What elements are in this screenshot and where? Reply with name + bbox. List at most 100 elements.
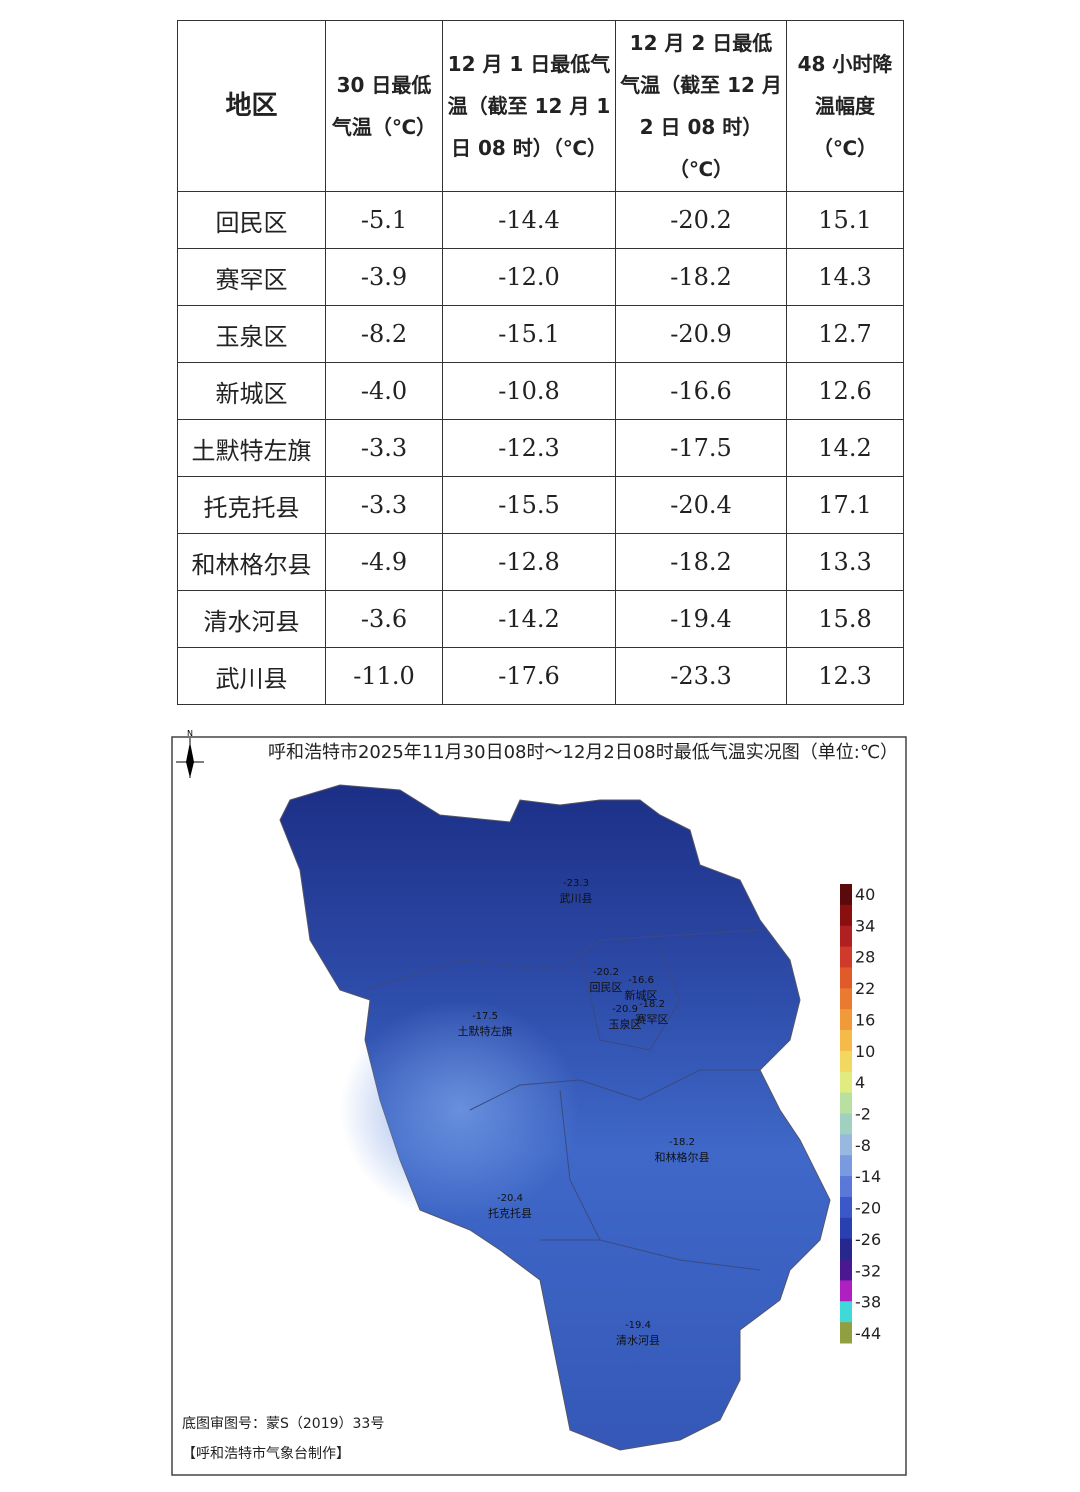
table-cell: 12.3 (786, 647, 904, 705)
table-cell: -12.0 (442, 248, 616, 306)
legend-swatch (840, 988, 852, 1010)
legend-label: 16 (855, 1010, 875, 1029)
table-cell: 和林格尔县 (177, 533, 326, 591)
place-name: 武川县 (560, 892, 593, 905)
place-value: -18.2 (639, 999, 665, 1010)
place-name: 清水河县 (616, 1334, 660, 1347)
legend-label: -38 (855, 1293, 881, 1312)
legend-swatch (840, 1196, 852, 1219)
place-name: 土默特左旗 (458, 1024, 513, 1038)
table-cell: 回民区 (177, 191, 326, 249)
place-name: 和林格尔县 (655, 1150, 710, 1164)
table-cell: 武川县 (177, 647, 326, 705)
header-cell: 48 小时降温幅度（℃） (786, 20, 904, 192)
table-cell: 玉泉区 (177, 305, 326, 363)
district-borders (364, 929, 761, 1271)
legend-label: 22 (855, 979, 875, 998)
header-cell: 12 月 1 日最低气温（截至 12 月 1 日 08 时）（℃） (442, 20, 616, 192)
header-row: 地区 30 日最低气温（℃） 12 月 1 日最低气温（截至 12 月 1 日 08… (177, 20, 904, 192)
north-arrow (176, 738, 204, 778)
temperature-table: 地区 30 日最低气温（℃） 12 月 1 日最低气温（截至 12 月 1 日 08… (177, 20, 904, 705)
legend-swatch (840, 1238, 852, 1261)
table-row: 和林格尔县 -4.9 -12.8 -18.2 13.3 (177, 533, 904, 591)
header-cell: 地区 (177, 20, 326, 192)
legend-label: 10 (855, 1042, 875, 1061)
table-cell: -4.0 (325, 362, 443, 420)
legend-swatch (840, 1301, 852, 1323)
shade (340, 1000, 580, 1220)
map-title: 呼和浩特市2025年11月30日08时～12月2日08时最低气温实况图（单位:℃… (268, 742, 898, 763)
legend-swatch (840, 1322, 852, 1344)
table-cell: 12.7 (786, 305, 904, 363)
table-cell: -16.6 (615, 362, 787, 420)
table-cell: -18.2 (615, 248, 787, 306)
table-cell: 托克托县 (177, 476, 326, 534)
table-cell: -11.0 (325, 647, 443, 705)
legend-label: 40 (855, 885, 875, 904)
table-cell: -19.4 (615, 590, 787, 648)
place-name: 玉泉区 (609, 1017, 642, 1031)
legend-label: -32 (855, 1261, 881, 1280)
table-cell: 新城区 (177, 362, 326, 420)
table-cell: 12.6 (786, 362, 904, 420)
table-cell: -15.1 (442, 305, 616, 363)
table-cell: -10.8 (442, 362, 616, 420)
legend-swatch (840, 1217, 852, 1240)
table-cell: -23.3 (615, 647, 787, 705)
table-cell: -20.4 (615, 476, 787, 534)
legend-swatch (840, 904, 852, 927)
legend-swatch (840, 946, 852, 968)
table-cell: -17.5 (615, 419, 787, 477)
table-cell: 土默特左旗 (177, 419, 326, 477)
table-row: 武川县 -11.0 -17.6 -23.3 12.3 (177, 647, 904, 705)
legend-swatch (840, 1092, 852, 1114)
legend-swatch (840, 1280, 852, 1302)
table-cell: -14.4 (442, 191, 616, 249)
header-cell: 12 月 2 日最低气温（截至 12 月 2 日 08 时）（℃） (615, 20, 787, 192)
legend-label: -44 (855, 1324, 881, 1343)
legend-label: -8 (855, 1136, 871, 1155)
table-cell: -17.6 (442, 647, 616, 705)
table-row: 清水河县 -3.6 -14.2 -19.4 15.8 (177, 590, 904, 648)
place-value: -23.3 (563, 878, 589, 889)
place-name: 赛罕区 (636, 1012, 669, 1026)
table-cell: 15.1 (786, 191, 904, 249)
legend-label: -20 (855, 1199, 881, 1218)
legend-swatch (840, 1259, 852, 1281)
table-cell: -3.3 (325, 476, 443, 534)
table-cell: -12.3 (442, 419, 616, 477)
table-cell: -14.2 (442, 590, 616, 648)
table-cell: -15.5 (442, 476, 616, 534)
header-cell: 30 日最低气温（℃） (325, 20, 443, 192)
legend-swatch (840, 1176, 852, 1198)
place-value: -16.6 (628, 975, 654, 986)
table-row: 土默特左旗 -3.3 -12.3 -17.5 14.2 (177, 419, 904, 477)
legend-label: 4 (855, 1073, 865, 1092)
place-value: -19.4 (625, 1320, 651, 1331)
legend-label: -26 (855, 1230, 881, 1249)
legend-swatch (840, 1134, 852, 1156)
legend-label: -2 (855, 1105, 871, 1124)
table-row: 赛罕区 -3.9 -12.0 -18.2 14.3 (177, 248, 904, 306)
table-row: 托克托县 -3.3 -15.5 -20.4 17.1 (177, 476, 904, 534)
place-value: -20.2 (593, 967, 619, 978)
place-name: 托克托县 (488, 1206, 532, 1220)
legend-label: -14 (855, 1167, 881, 1186)
legend-label: 28 (855, 948, 875, 967)
place-value: -20.9 (612, 1004, 638, 1015)
table-body: 回民区 -5.1 -14.4 -20.2 15.1 赛罕区 -3.9 -12.0 -18.2 14… (177, 191, 904, 705)
place-name: 回民区 (590, 981, 623, 994)
table-cell: -5.1 (325, 191, 443, 249)
table-row: 新城区 -4.0 -10.8 -16.6 12.6 (177, 362, 904, 420)
place-value: -18.2 (669, 1137, 695, 1148)
legend-swatch (840, 1155, 852, 1177)
table-cell: 17.1 (786, 476, 904, 534)
legend-label: 34 (855, 916, 875, 935)
place-name: 新城区 (625, 988, 658, 1002)
legend-swatch (840, 1050, 852, 1073)
table-cell: 14.3 (786, 248, 904, 306)
legend-swatch (840, 884, 852, 906)
north-label: N (187, 729, 193, 738)
